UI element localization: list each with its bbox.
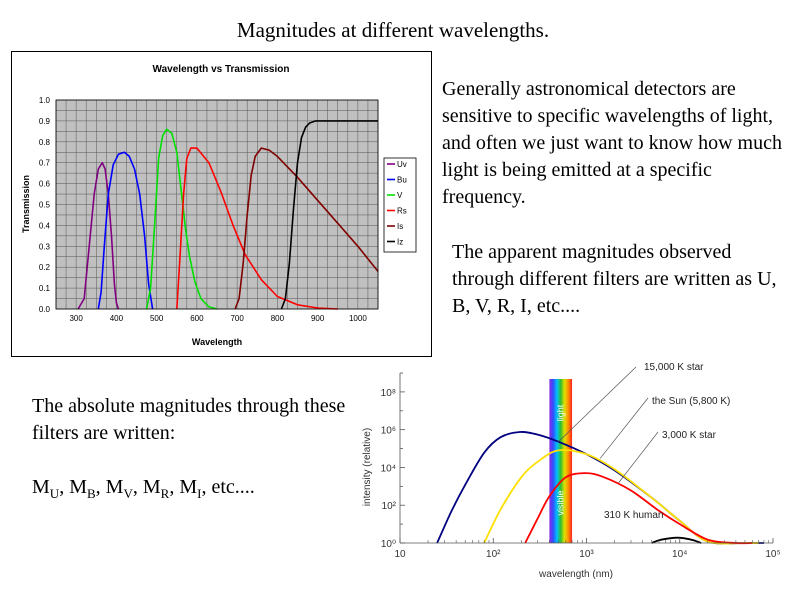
y-tick-label: 0.1 [39, 284, 51, 293]
x-tick-label: 10³ [579, 549, 594, 560]
y-tick-label: 10⁶ [381, 426, 396, 437]
x-tick-labels: 300 400 500 600 700 800 900 1000 [69, 314, 367, 323]
x-tick-label: 900 [311, 314, 325, 323]
leader-line [558, 366, 637, 442]
y-tick-label: 0.5 [39, 201, 51, 210]
series-line-uv [77, 161, 120, 310]
x-tick-label: 10² [486, 549, 501, 560]
series-line-is [234, 147, 379, 310]
curve-label: 3,000 K star [662, 430, 717, 441]
curve-the-sun-5-800-k [483, 449, 759, 545]
visible-band [549, 379, 573, 543]
spectrum-curves [436, 431, 765, 545]
x-tick-label: 400 [110, 314, 124, 323]
y-tick-label: 0.6 [39, 180, 51, 189]
transmission-chart: Wavelength vs Transmission 300 400 500 600 7… [11, 51, 432, 357]
curve-label: the Sun (5,800 K) [652, 396, 730, 407]
x-tick-label: 800 [271, 314, 285, 323]
y-tick-label: 10⁸ [381, 388, 396, 399]
band-label-visible: visible [556, 490, 566, 515]
chart-title: Wavelength vs Transmission [153, 64, 290, 75]
y-tick-label: 0.2 [39, 263, 51, 272]
x-axis-label: wavelength (nm) [538, 569, 613, 580]
x-tick-label: 10⁴ [672, 549, 687, 560]
y-tick-label: 10⁰ [381, 539, 396, 550]
legend-label-uv: Uv [397, 160, 407, 169]
leader-line [599, 397, 649, 459]
series-line-v [145, 128, 218, 310]
x-axis-label: Wavelength [192, 337, 242, 347]
y-tick-label: 0.4 [39, 221, 51, 230]
y-tick-label: 0.0 [39, 305, 51, 314]
y-tick-label: 10⁴ [381, 463, 396, 474]
magnitude-symbol: MB [69, 476, 96, 501]
series-line-bu [97, 151, 154, 310]
slide-title: Magnitudes at different wavelengths. [236, 18, 550, 42]
tick-labels: 10 10² 10³ 10⁴ 10⁵ 10⁰ 10² 10⁴ 10⁶ 10⁸ [381, 388, 781, 560]
x-tick-label: 300 [69, 314, 83, 323]
legend-label-v: V [397, 191, 403, 200]
plot-border [55, 99, 379, 310]
series-line-iz [280, 120, 378, 310]
y-axis-label: Transmission [21, 175, 31, 233]
curve-3-000-k-star [524, 472, 753, 545]
paragraph-apparent-magnitudes: The apparent magnitudes observed through… [452, 241, 777, 317]
legend-label-iz: Iz [397, 238, 403, 247]
magnitude-symbol: MV [105, 476, 133, 501]
magnitude-subscript: U [49, 486, 60, 501]
magnitude-subscript: I [197, 486, 202, 501]
legend: Uv Bu V Rs Is Iz [383, 157, 417, 253]
magnitude-subscript: V [123, 486, 133, 501]
paragraph-absolute-magnitudes: The absolute magnitudes through these fi… [32, 395, 346, 444]
x-tick-label: 500 [150, 314, 164, 323]
legend-box [383, 157, 417, 253]
x-tick-label: 600 [190, 314, 204, 323]
y-tick-labels: 0.0 0.1 0.2 0.3 0.4 0.5 0.6 0.7 0.8 0.9 1.0 [39, 96, 51, 314]
y-tick-label: 0.3 [39, 242, 51, 251]
y-tick-label: 0.9 [39, 117, 51, 126]
legend-label-rs: Rs [397, 207, 407, 216]
y-tick-label: 1.0 [39, 96, 51, 105]
curve-label: 15,000 K star [644, 362, 704, 373]
band-label-light: light [556, 404, 566, 421]
magnitude-symbol: MR [142, 476, 170, 501]
legend-label-is: Is [397, 222, 403, 231]
x-tick-label: 10 [394, 549, 406, 560]
x-tick-label: 1000 [349, 314, 367, 323]
axes [399, 372, 774, 544]
legend-label-bu: Bu [397, 176, 407, 185]
y-axis-label: intensity (relative) [362, 428, 373, 506]
magnitude-subscript: R [160, 486, 170, 501]
series-lines [77, 120, 379, 310]
series-line-rs [176, 147, 338, 310]
curve-15-000-k-star [436, 431, 765, 545]
magnitude-symbol: MI [179, 476, 202, 501]
curve-labels: 15,000 K star the Sun (5,800 K) 3,000 K st… [558, 362, 730, 521]
magnitude-symbol: MU [32, 476, 60, 501]
grid [55, 99, 379, 310]
magnitude-subscript: B [86, 486, 96, 501]
leader-line [618, 431, 659, 484]
y-tick-label: 0.8 [39, 138, 51, 147]
x-tick-label: 700 [230, 314, 244, 323]
magnitude-etc: etc.... [211, 476, 255, 498]
magnitude-notation: MU, MB, MV, MR, MI, etc.... [32, 476, 255, 501]
x-tick-label: 10⁵ [765, 549, 780, 560]
y-tick-label: 0.7 [39, 159, 51, 168]
y-tick-label: 10² [382, 501, 397, 512]
curve-label: 310 K human [604, 510, 664, 521]
paragraph-detectors: Generally astronomical detectors are sen… [442, 78, 782, 208]
blackbody-chart: light visible 10 10² 10³ 10⁴ 10⁵ 10⁰ 10² 10⁴ 10⁶… [362, 362, 781, 580]
